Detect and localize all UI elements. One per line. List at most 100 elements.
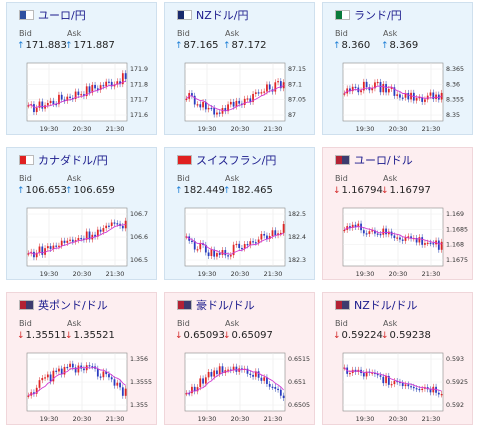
- candle-body: [218, 112, 221, 114]
- x-tick-label: 19:30: [198, 125, 217, 133]
- moving-average-line: [186, 232, 284, 255]
- candle-body: [224, 108, 227, 112]
- candle-body: [80, 94, 83, 96]
- arrow-down-icon: ↓: [333, 186, 341, 196]
- rate-panel[interactable]: ユーロ/ドル Bid Ask ↓1.16794 ↓1.16797 19:30 20:30 21…: [322, 147, 473, 280]
- candle-body: [110, 81, 113, 87]
- candle-body: [38, 380, 41, 388]
- candle-body: [249, 373, 252, 375]
- candle-body: [218, 253, 221, 255]
- candle-body: [66, 366, 69, 369]
- pair-title[interactable]: ランド/円: [354, 9, 402, 22]
- bid-label: Bid: [335, 319, 348, 328]
- rate-panel[interactable]: 英ポンド/ドル Bid Ask ↓1.35511 ↓1.35521 19:30 20:30 2…: [6, 292, 157, 425]
- rate-panel[interactable]: スイスフラン/円 Bid Ask ↑182.449 ↑182.465 19:30 20:30…: [164, 147, 315, 280]
- candle-body: [124, 73, 127, 79]
- rate-chart[interactable]: 19:30 20:30 21:30 0.593 0.5925 0.592: [341, 351, 469, 425]
- rate-panel[interactable]: 豪ドル/ドル Bid Ask ↓0.65093 ↓0.65097 19:30 20:30 21…: [164, 292, 315, 425]
- candle-body: [263, 377, 266, 381]
- candle-body: [249, 98, 252, 102]
- candle-body: [52, 245, 55, 249]
- candle-body: [360, 90, 362, 93]
- candle-body: [437, 240, 440, 250]
- candle-body: [63, 366, 66, 375]
- panel-header: スイスフラン/円: [165, 148, 314, 170]
- candle-body: [221, 250, 224, 255]
- ask-label: Ask: [225, 174, 240, 183]
- candle-body: [41, 101, 44, 109]
- candle-body: [38, 246, 41, 253]
- ask-label: Ask: [383, 174, 398, 183]
- pair-title[interactable]: スイスフラン/円: [196, 154, 277, 167]
- rate-panel[interactable]: ユーロ/円 Bid Ask ↑171.883 ↑171.887 19:30 20:30 21:…: [6, 2, 157, 135]
- candle-body: [257, 92, 260, 94]
- candle-body: [210, 371, 213, 377]
- candle-body: [396, 94, 399, 96]
- rate-chart[interactable]: 19:30 20:30 21:30 1.169 1.1685 1.168 1.1675: [341, 206, 469, 280]
- bid-label: Bid: [177, 174, 190, 183]
- x-tick-label: 21:30: [106, 415, 125, 423]
- candle-body: [88, 86, 91, 93]
- candle-body: [274, 82, 277, 92]
- rate-chart[interactable]: 19:30 20:30 21:30 1.356 1.3555 1.355: [25, 351, 153, 425]
- rate-panel[interactable]: ランド/円 Bid Ask ↑8.360 ↑8.369 19:30 20:30 21:30 8.…: [322, 2, 473, 135]
- candle-body: [55, 245, 58, 247]
- rate-panel[interactable]: NZドル/ドル Bid Ask ↓0.59224 ↓0.59238 19:30 20:30 2…: [322, 292, 473, 425]
- candle-body: [116, 81, 119, 85]
- candle-body: [102, 371, 105, 378]
- rate-chart[interactable]: 19:30 20:30 21:30 87.15 87.1 87.05 87: [183, 61, 311, 135]
- candle-body: [204, 244, 207, 253]
- candle-body: [279, 389, 282, 396]
- candle-body: [371, 372, 374, 374]
- candle-body: [238, 243, 241, 249]
- pair-title[interactable]: 豪ドル/ドル: [196, 299, 255, 312]
- candle-body: [440, 241, 443, 250]
- candle-body: [429, 389, 432, 393]
- candle-body: [199, 104, 202, 108]
- candle-body: [185, 236, 188, 238]
- x-tick-label: 20:30: [73, 125, 92, 133]
- candle-body: [390, 384, 393, 386]
- candle-body: [46, 246, 49, 249]
- rate-panel[interactable]: カナダドル/円 Bid Ask ↑106.653 ↑106.659 19:30 20:30 2…: [6, 147, 157, 280]
- arrow-down-icon: ↓: [381, 331, 389, 341]
- pair-title[interactable]: カナダドル/円: [38, 154, 108, 167]
- y-tick-label: 106.5: [130, 257, 148, 264]
- candle-body: [102, 85, 105, 87]
- candle-body: [191, 386, 193, 394]
- candle-body: [116, 223, 119, 225]
- x-tick-label: 21:30: [422, 125, 441, 133]
- candle-body: [27, 395, 30, 397]
- candle-body: [55, 370, 58, 372]
- candle-body: [437, 392, 440, 395]
- pair-title[interactable]: ユーロ/円: [38, 9, 86, 22]
- rate-chart[interactable]: 19:30 20:30 21:30 106.7 106.6 106.5: [25, 206, 153, 280]
- candle-body: [399, 237, 401, 240]
- y-tick-label: 8.35: [446, 112, 460, 119]
- ask-value: 182.465: [231, 185, 273, 196]
- panel-header: ユーロ/円: [7, 3, 156, 25]
- pair-title[interactable]: 英ポンド/ドル: [38, 299, 108, 312]
- rate-chart[interactable]: 19:30 20:30 21:30 8.365 8.36 8.355 8.35: [341, 61, 469, 135]
- rate-chart[interactable]: 19:30 20:30 21:30 171.9 171.8 171.7 171.6: [25, 61, 153, 135]
- pair-title[interactable]: NZドル/円: [196, 9, 249, 22]
- candle-body: [27, 253, 30, 255]
- candle-body: [274, 387, 277, 389]
- pair-title[interactable]: ユーロ/ドル: [354, 154, 413, 167]
- y-tick-label: 1.355: [130, 402, 148, 409]
- candle-body: [415, 388, 418, 390]
- y-tick-label: 171.7: [130, 97, 148, 104]
- rate-chart[interactable]: 19:30 20:30 21:30 182.5 182.4 182.3: [183, 206, 311, 280]
- candle-body: [354, 86, 357, 88]
- rate-panel[interactable]: NZドル/円 Bid Ask ↑87.165 ↑87.172 19:30 20:30 21:3…: [164, 2, 315, 135]
- candle-body: [227, 369, 229, 371]
- candle-body: [108, 374, 110, 378]
- candle-body: [46, 103, 49, 106]
- chart-plot-area: [184, 62, 286, 122]
- x-tick-label: 20:30: [73, 415, 92, 423]
- pair-title[interactable]: NZドル/ドル: [354, 299, 418, 312]
- candle-body: [88, 365, 91, 367]
- rate-chart[interactable]: 19:30 20:30 21:30 0.6515 0.651 0.6505: [183, 351, 311, 425]
- candle-body: [393, 380, 396, 385]
- candle-body: [260, 92, 263, 94]
